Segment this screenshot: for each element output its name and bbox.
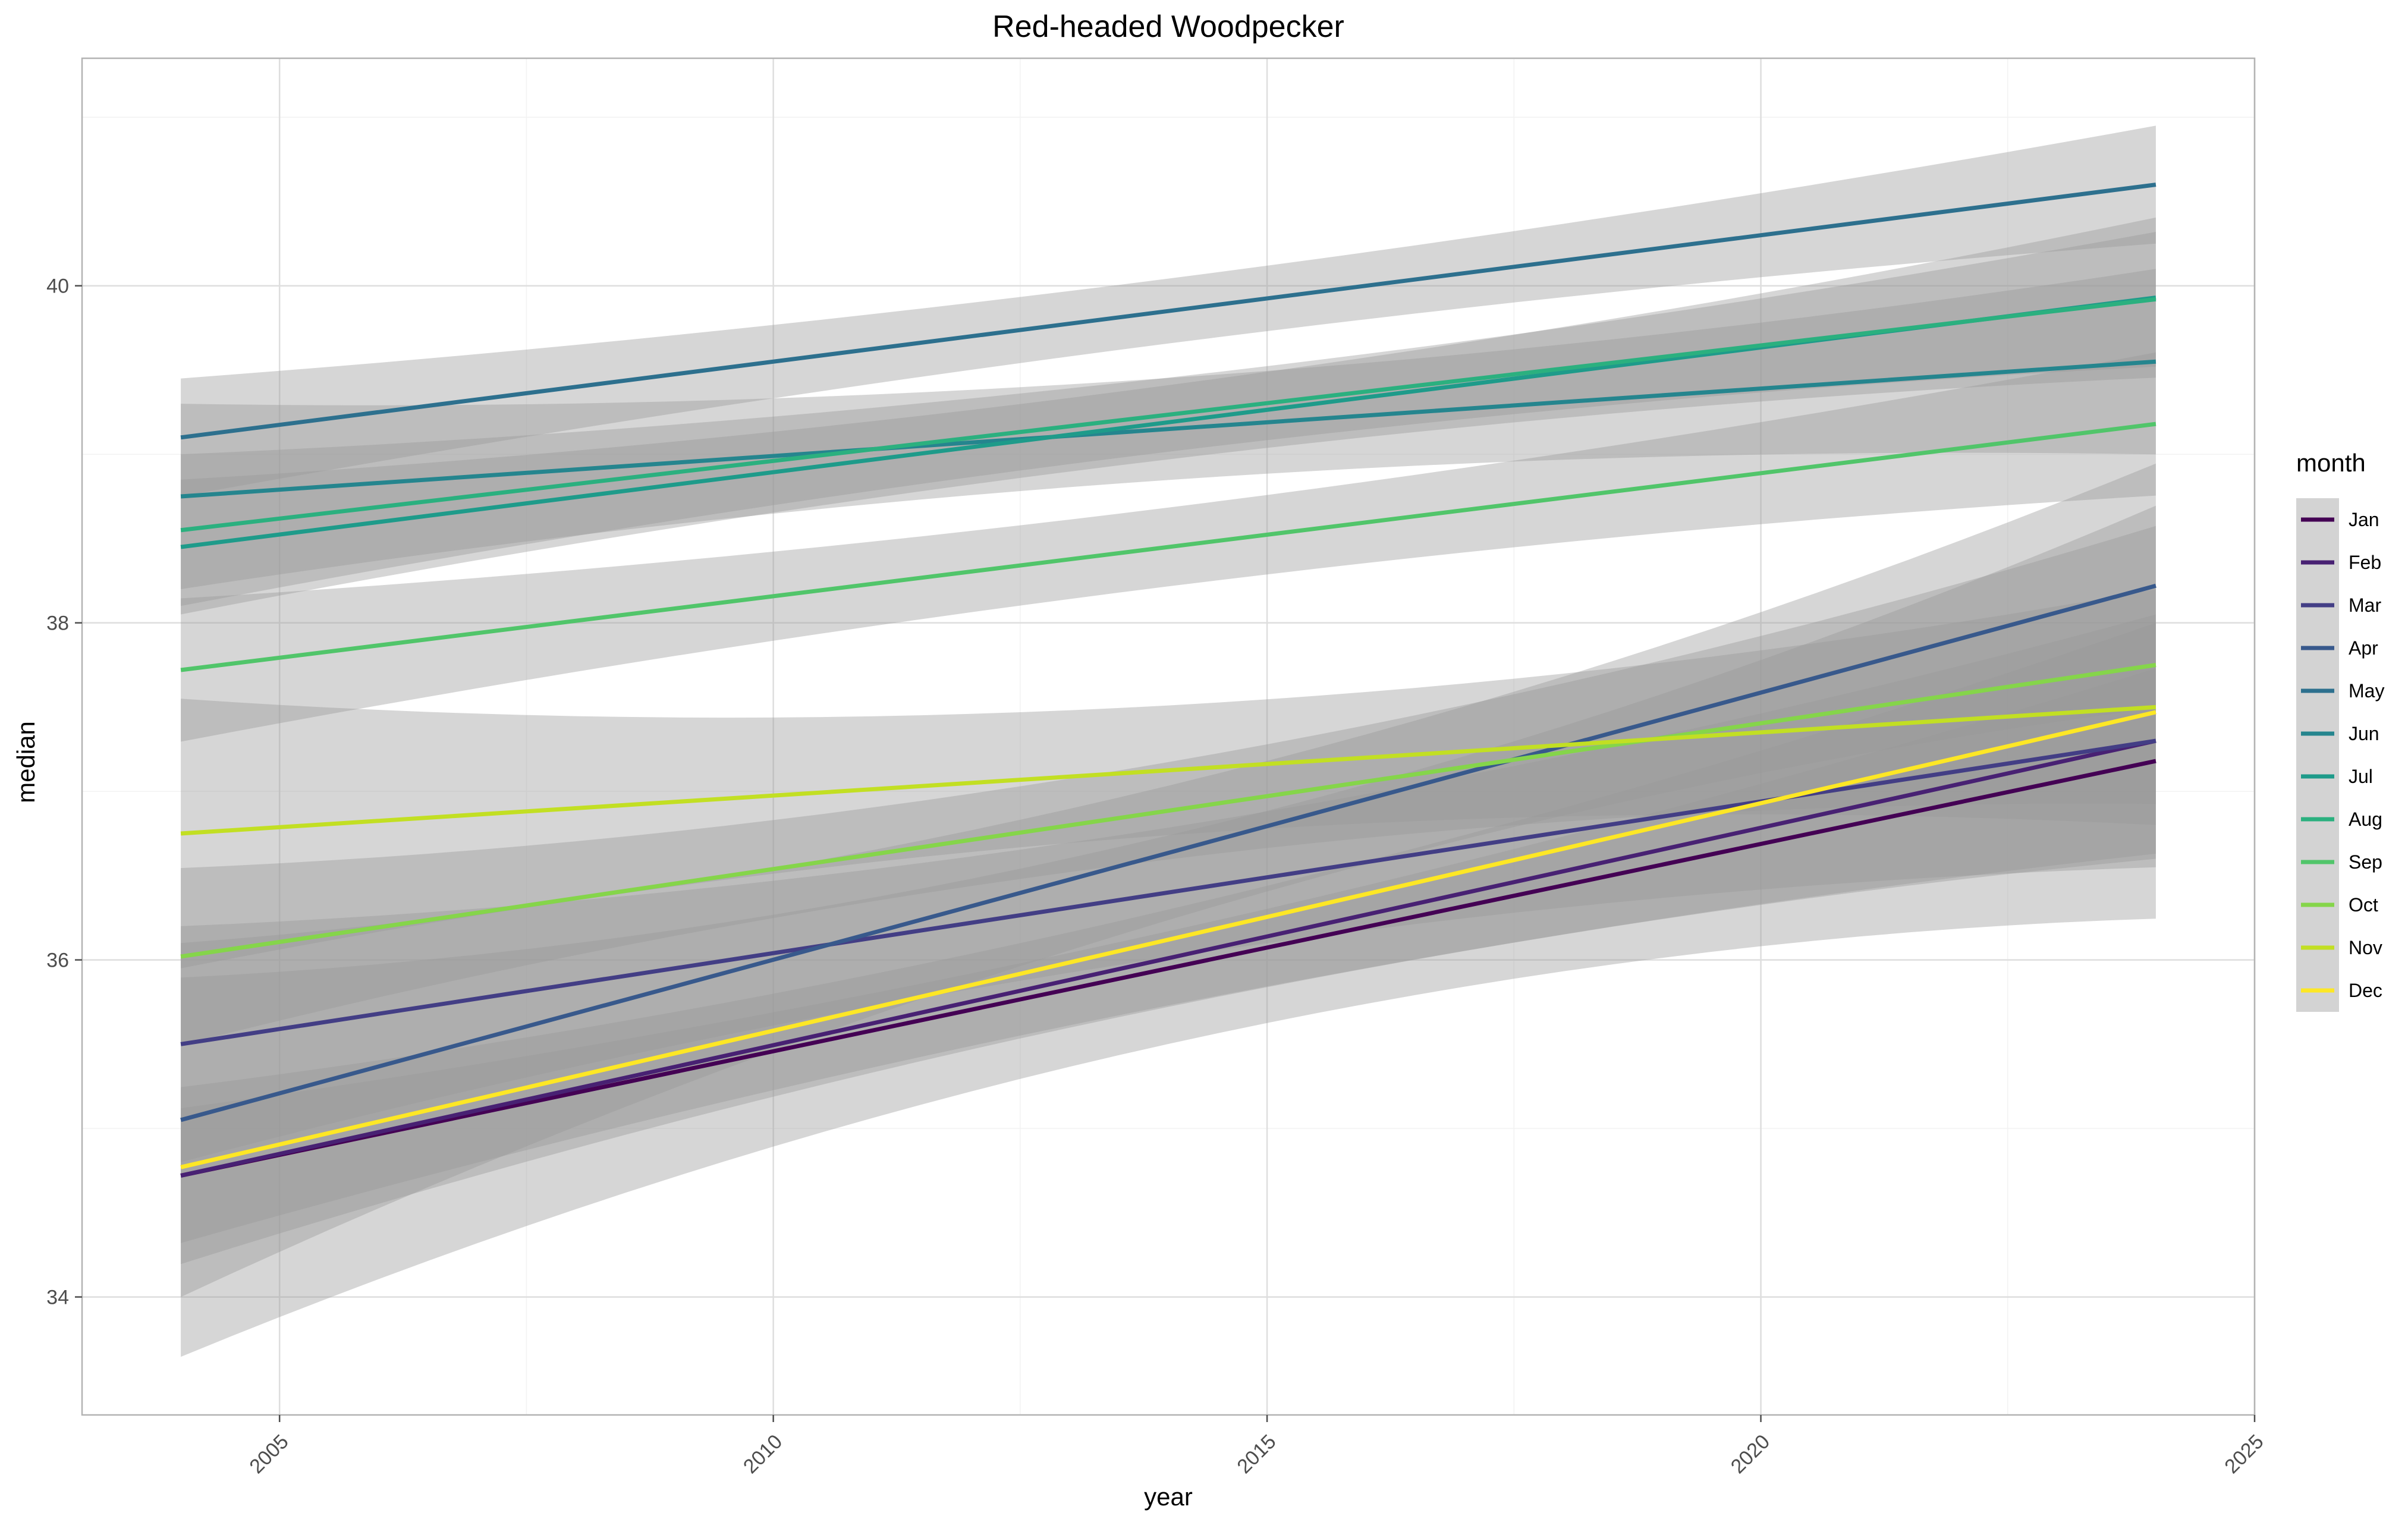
legend-label-nov: Nov — [2349, 937, 2382, 958]
series-line-sep — [180, 422, 2156, 672]
legend-label-mar: Mar — [2349, 595, 2381, 616]
band-aug — [181, 232, 2156, 606]
legend-title: month — [2296, 449, 2366, 477]
legend-label-apr: Apr — [2349, 637, 2378, 659]
band-apr — [181, 463, 2156, 1297]
series-line-may — [180, 183, 2156, 440]
series-line-nov — [180, 704, 2156, 836]
legend-label-jun: Jun — [2349, 723, 2379, 744]
series-line-apr — [180, 583, 2156, 1122]
chart-title: Red-headed Woodpecker — [992, 10, 1344, 44]
y-axis-title: median — [12, 721, 40, 803]
legend-label-dec: Dec — [2349, 980, 2382, 1001]
legend-label-may: May — [2349, 680, 2384, 702]
legend-label-feb: Feb — [2349, 552, 2381, 573]
series-line-dec — [180, 710, 2156, 1169]
series-line-feb — [180, 738, 2156, 1178]
series-line-aug — [180, 297, 2156, 533]
band-oct — [181, 526, 2156, 1045]
x-axis-title: year — [1144, 1483, 1193, 1511]
band-mar — [181, 614, 2156, 1162]
panel-border — [81, 57, 2256, 1416]
series-line-oct — [180, 663, 2156, 959]
legend-label-jan: Jan — [2349, 509, 2379, 530]
series-line-jun — [180, 359, 2156, 499]
y-tick-label: 38 — [46, 612, 69, 635]
y-tick-label: 36 — [46, 949, 69, 972]
legend-label-sep: Sep — [2349, 851, 2382, 873]
band-nov — [181, 589, 2156, 968]
band-feb — [181, 622, 2156, 1265]
series-line-mar — [180, 738, 2156, 1046]
band-jan — [181, 668, 2156, 1243]
y-tick-label: 34 — [46, 1287, 69, 1309]
series-line-jan — [180, 759, 2156, 1178]
legend: month Jan Feb Mar Apr May Jun Jul Aug Sep Oct Nov D… — [2296, 449, 2384, 1012]
y-tick-label: 40 — [46, 275, 69, 298]
legend-label-oct: Oct — [2349, 894, 2378, 916]
legend-label-jul: Jul — [2349, 766, 2373, 787]
legend-label-aug: Aug — [2349, 809, 2382, 830]
